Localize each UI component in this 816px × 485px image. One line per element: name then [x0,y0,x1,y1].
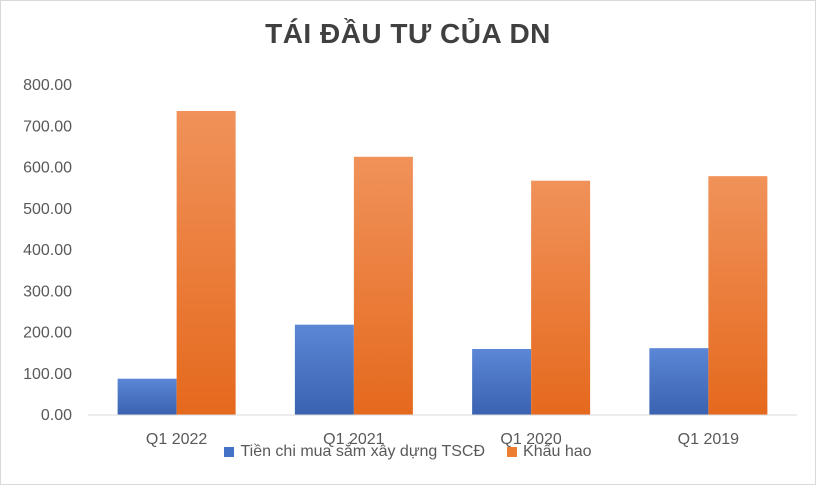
x-tick-label: Q1 2022 [146,431,207,448]
chart-title: TÁI ĐẦU TƯ CỦA DN [265,18,551,49]
y-tick-label: 0.00 [41,407,72,424]
legend-item-series-1: Tiền chi mua sắm xây dựng TSCĐ [224,443,485,461]
y-tick-label: 200.00 [23,325,72,342]
y-tick-label: 500.00 [23,201,72,218]
y-tick-label: 300.00 [23,283,72,300]
legend-swatch-series-2 [507,447,518,457]
bar-series-1-q1-2022 [117,378,177,415]
bar-series-1-q1-2019 [649,348,709,415]
legend-label-series-2: Khấu hao [523,443,592,460]
legend-swatch-series-1 [224,447,235,457]
legend: Tiền chi mua sắm xây dựng TSCĐ Khấu hao [0,443,816,461]
legend-item-series-2: Khấu hao [507,443,592,461]
y-tick-label: 800.00 [23,77,72,94]
y-tick-label: 600.00 [23,160,72,177]
bar-series-2-q1-2021 [353,156,413,415]
x-tick-label: Q1 2020 [500,431,561,448]
bar-series-2-q1-2019 [708,176,768,415]
x-tick-label: Q1 2019 [678,431,739,448]
bar-series-1-q1-2020 [472,349,532,415]
y-tick-label: 700.00 [23,118,72,135]
y-tick-label: 400.00 [23,242,72,259]
legend-label-series-1: Tiền chi mua sắm xây dựng TSCĐ [240,443,486,460]
y-tick-label: 100.00 [23,366,72,383]
x-tick-label: Q1 2021 [323,431,384,448]
bar-series-1-q1-2021 [294,324,354,415]
bar-series-2-q1-2022 [176,110,236,416]
bar-series-2-q1-2020 [531,180,591,415]
